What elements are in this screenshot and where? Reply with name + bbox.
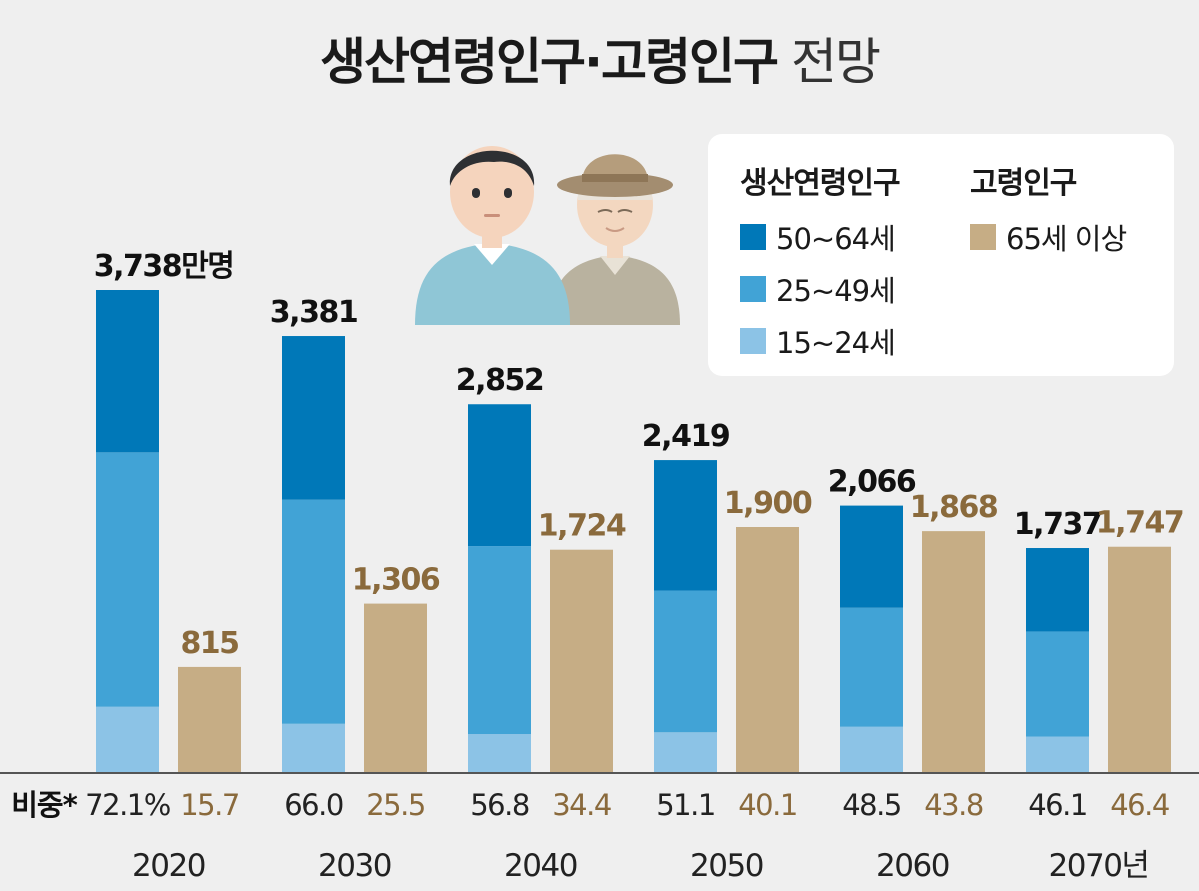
elderly-total-label-3: 1,900 [724,486,812,521]
legend-group-working: 생산연령인구 [740,166,901,201]
bar-65-plus-1 [364,603,427,772]
ratio-label: 비중* [11,788,77,822]
working-total-label-4: 2,066 [828,465,916,500]
bar-25-49-4 [840,607,903,727]
ratio-working-label-4: 48.5 [842,788,901,822]
legend-label-25-49: 25~49세 [776,274,896,308]
elderly-total-label-1: 1,306 [352,563,440,598]
legend-swatch-50-64 [740,224,766,250]
category-label-2: 2040 [504,848,577,884]
elderly-total-label-2: 1,724 [538,509,626,544]
working-total-label-3: 2,419 [642,419,729,454]
bar-15-24-4 [840,726,903,772]
bar-50-64-5 [1026,548,1089,632]
bar-25-49-0 [96,452,159,707]
working-total-label-1: 3,381 [270,295,357,330]
category-label-0: 2020 [132,848,205,884]
ratio-elderly-label-4: 43.8 [924,788,983,822]
elderly-person-icon [550,154,680,325]
ratio-elderly-label-5: 46.4 [1110,788,1169,822]
ratio-working-label-3: 51.1 [656,788,715,822]
ratio-elderly-label-3: 40.1 [738,788,797,822]
legend-box: 생산연령인구 고령인구 50~64세 25~49세 15~24세 65세 이상 [708,134,1174,376]
legend-item-25-49: 25~49세 [740,268,896,310]
bar-65-plus-2 [550,549,613,772]
legend-label-15-24: 15~24세 [776,326,896,360]
bar-50-64-4 [840,505,903,608]
bar-65-plus-5 [1108,546,1171,772]
bar-15-24-1 [282,723,345,772]
category-label-4: 2060 [876,848,949,884]
elderly-total-label-4: 1,868 [910,490,998,525]
ratio-elderly-label-1: 25.5 [366,788,425,822]
bar-25-49-5 [1026,631,1089,737]
bar-50-64-3 [654,460,717,591]
bar-50-64-0 [96,290,159,453]
legend-swatch-15-24 [740,328,766,354]
bar-50-64-2 [468,404,531,547]
category-label-3: 2050 [690,848,763,884]
legend-label-65-plus: 65세 이상 [1006,222,1127,256]
bar-50-64-1 [282,336,345,500]
bar-15-24-2 [468,734,531,772]
bar-15-24-0 [96,706,159,772]
working-total-label-5: 1,737 [1014,507,1101,542]
bar-65-plus-0 [178,666,241,772]
ratio-working-label-5: 46.1 [1028,788,1087,822]
chart-title: 생산연령인구·고령인구 전망 [0,22,1199,94]
legend-item-65-plus: 65세 이상 [970,216,1127,258]
people-illustration [415,146,680,325]
adult-person-icon [415,146,570,325]
ratio-elderly-label-0: 15.7 [180,788,239,822]
legend-item-15-24: 15~24세 [740,320,896,362]
legend-label-50-64: 50~64세 [776,222,896,256]
working-total-label-0: 3,738만명 [94,249,234,284]
ratio-working-label-1: 66.0 [284,788,343,822]
chart-title-main: 생산연령인구·고령인구 [320,33,779,91]
bar-65-plus-3 [736,527,799,772]
category-label-5: 2070년 [1049,848,1149,884]
ratio-working-label-0: 72.1% [85,788,170,822]
bar-25-49-1 [282,499,345,724]
elderly-total-label-0: 815 [180,626,238,661]
ratio-working-label-2: 56.8 [470,788,529,822]
chart-title-sub: 전망 [790,33,881,91]
legend-swatch-65-plus [970,224,996,250]
legend-group-elderly: 고령인구 [970,166,1077,201]
legend-swatch-25-49 [740,276,766,302]
bar-65-plus-4 [922,531,985,772]
legend-item-50-64: 50~64세 [740,216,896,258]
bar-15-24-5 [1026,736,1089,772]
elderly-total-label-5: 1,747 [1096,506,1183,541]
ratio-elderly-label-2: 34.4 [552,788,611,822]
category-label-1: 2030 [318,848,391,884]
bar-25-49-2 [468,546,531,735]
bar-15-24-3 [654,732,717,772]
working-total-label-2: 2,852 [456,363,543,398]
bar-25-49-3 [654,590,717,733]
